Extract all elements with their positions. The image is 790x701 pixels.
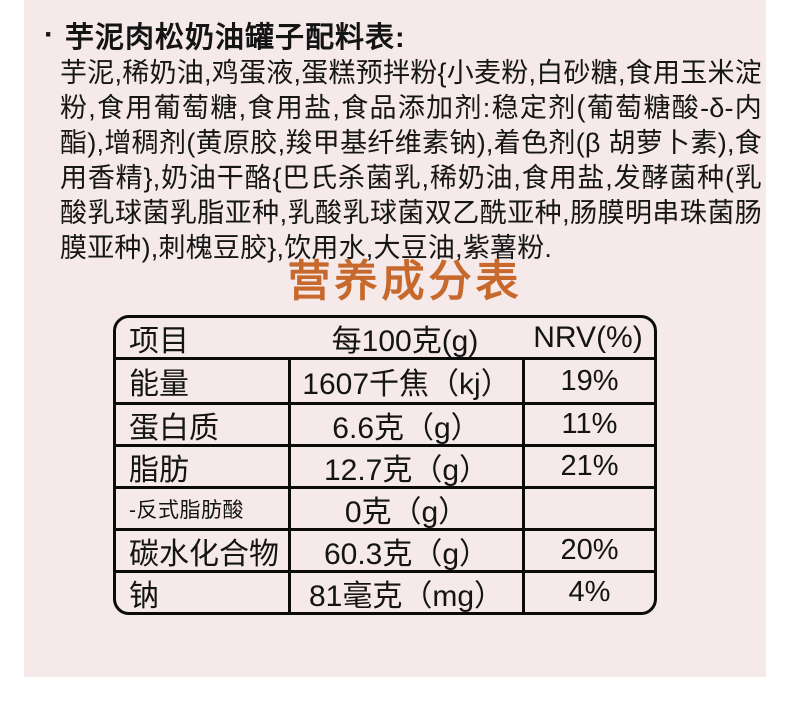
cell-nrv: 11% — [522, 405, 654, 444]
cell-nrv: 20% — [522, 531, 654, 570]
nutrition-table: 项目 每100克(g) NRV(%) 能量 1607千焦（kj） 19% 蛋白质… — [113, 315, 657, 615]
cell-nrv: 4% — [522, 573, 654, 612]
cell-item-name: 钠 — [129, 579, 159, 613]
cell-item-name: 能量 — [129, 368, 189, 401]
table-row: -反式脂肪酸 0克（g） — [116, 486, 654, 529]
table-row: 碳水化合物 60.3克（g） 20% — [116, 528, 654, 571]
cell-nrv — [522, 489, 654, 528]
ingredients-title-row: · 芋泥肉松奶油罐子配料表: — [44, 14, 406, 56]
cell-item-name: 碳水化合物 — [129, 537, 279, 571]
cell-amount: 1607千焦（kj） — [288, 360, 522, 402]
pink-label-canvas: · 芋泥肉松奶油罐子配料表: 芋泥,稀奶油,鸡蛋液,蛋糕预拌粉{小麦粉,白砂糖,… — [24, 0, 766, 677]
header-nrv: NRV(%) — [533, 320, 643, 354]
cell-amount: 12.7克（g） — [288, 447, 522, 487]
cell-amount: 0克（g） — [288, 489, 522, 529]
table-row: 脂肪 12.7克（g） 21% — [116, 444, 654, 487]
ingredients-title: 芋泥肉松奶油罐子配料表: — [65, 22, 406, 54]
bullet-dot-icon: · — [44, 18, 55, 51]
ingredients-text: 芋泥,稀奶油,鸡蛋液,蛋糕预拌粉{小麦粉,白砂糖,食用玉米淀粉,食用葡萄糖,食用… — [60, 58, 762, 263]
table-row: 钠 81毫克（mg） 4% — [116, 570, 654, 613]
cell-amount: 60.3克（g） — [288, 531, 522, 571]
cell-item-name: -反式脂肪酸 — [129, 498, 244, 522]
header-per-100g: 每100克(g) — [331, 324, 479, 358]
nutrition-facts-title: 营养成分表 — [287, 258, 523, 306]
cell-item-name: 脂肪 — [129, 453, 189, 487]
table-row: 蛋白质 6.6克（g） 11% — [116, 402, 654, 445]
nutrition-table-header-row: 项目 每100克(g) NRV(%) — [116, 318, 654, 360]
cell-item-name: 蛋白质 — [129, 411, 219, 445]
header-item: 项目 — [129, 324, 189, 358]
nutrition-table-body: 能量 1607千焦（kj） 19% 蛋白质 6.6克（g） 11% 脂肪 12.… — [116, 360, 654, 613]
cell-nrv: 19% — [522, 360, 654, 402]
table-row: 能量 1607千焦（kj） 19% — [116, 360, 654, 402]
cell-amount: 81毫克（mg） — [288, 573, 522, 613]
cell-nrv: 21% — [522, 447, 654, 486]
cell-amount: 6.6克（g） — [288, 405, 522, 445]
